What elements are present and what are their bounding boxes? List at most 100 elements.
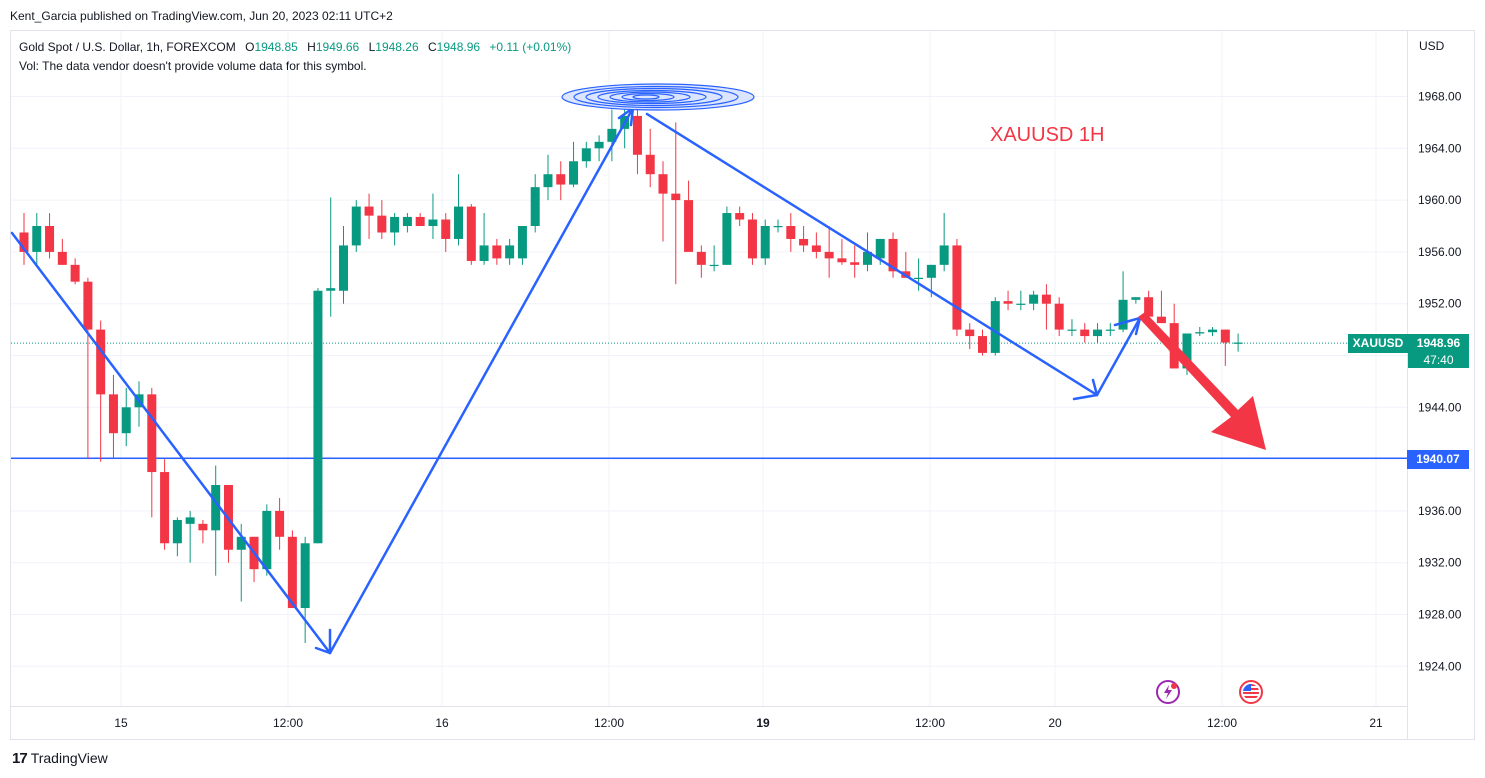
candle[interactable]	[1041, 284, 1051, 330]
candle[interactable]	[428, 193, 438, 239]
candle[interactable]	[1029, 290, 1039, 311]
candle[interactable]	[888, 232, 898, 278]
candle[interactable]	[594, 135, 604, 162]
candle[interactable]	[19, 213, 29, 265]
candle[interactable]	[45, 213, 55, 259]
candle[interactable]	[1105, 323, 1115, 337]
candle[interactable]	[1054, 297, 1064, 337]
time-axis[interactable]: 15 12:00 16 12:00 19 12:00 20 12:00 21	[114, 716, 1383, 730]
candle[interactable]	[1220, 329, 1230, 366]
candle[interactable]	[1156, 290, 1166, 324]
candle[interactable]	[108, 374, 118, 460]
candle[interactable]	[1003, 290, 1013, 311]
candle[interactable]	[735, 206, 745, 226]
candle[interactable]	[786, 213, 796, 252]
lightning-icon[interactable]	[1156, 680, 1180, 704]
candle[interactable]	[696, 245, 706, 278]
candle[interactable]	[287, 530, 297, 609]
candle[interactable]	[1131, 297, 1141, 304]
candle[interactable]	[96, 320, 106, 462]
candle[interactable]	[121, 387, 131, 447]
candle[interactable]	[70, 258, 80, 285]
candle[interactable]	[339, 226, 348, 304]
candle[interactable]	[569, 141, 579, 188]
candle[interactable]	[505, 238, 515, 265]
candle[interactable]	[211, 465, 221, 576]
symbol-legend[interactable]: Gold Spot / U.S. Dollar, 1h, FOREXCOM O1…	[19, 40, 571, 54]
candle[interactable]	[326, 197, 336, 317]
candle[interactable]	[1233, 333, 1243, 352]
candle[interactable]	[402, 213, 412, 233]
candle[interactable]	[1016, 290, 1026, 311]
candle[interactable]	[300, 536, 310, 643]
candle[interactable]	[57, 238, 67, 265]
candle[interactable]	[147, 387, 157, 518]
tradingview-logo[interactable]: 17 TradingView	[12, 750, 108, 767]
candle[interactable]	[415, 213, 425, 226]
candle[interactable]	[172, 517, 182, 557]
candle[interactable]	[939, 213, 949, 272]
candle[interactable]	[377, 200, 387, 239]
us-flag-icon[interactable]	[1239, 680, 1263, 704]
candle[interactable]	[837, 238, 847, 265]
candle[interactable]	[914, 258, 924, 291]
candle[interactable]	[990, 297, 1000, 356]
candle[interactable]	[709, 245, 719, 272]
candle[interactable]	[198, 519, 208, 544]
candle[interactable]	[722, 206, 732, 265]
candle[interactable]	[479, 213, 489, 265]
currency-label[interactable]: USD	[1419, 39, 1445, 53]
candle[interactable]	[671, 122, 681, 285]
candle[interactable]	[850, 245, 860, 278]
candle[interactable]	[364, 193, 374, 239]
candle[interactable]	[747, 213, 757, 265]
target-spiral[interactable]	[561, 83, 755, 111]
candle[interactable]	[262, 504, 272, 576]
candle[interactable]	[684, 180, 694, 252]
candle-body	[965, 329, 975, 337]
candle[interactable]	[799, 226, 809, 252]
candle[interactable]	[632, 109, 642, 175]
candle[interactable]	[1080, 323, 1090, 343]
candle[interactable]	[185, 510, 195, 563]
candle[interactable]	[517, 226, 527, 265]
candle[interactable]	[811, 232, 821, 259]
candle[interactable]	[581, 141, 591, 168]
candle[interactable]	[543, 154, 553, 201]
candle[interactable]	[1067, 319, 1077, 337]
candle[interactable]	[530, 174, 540, 233]
candle[interactable]	[249, 536, 259, 583]
chart-annotation[interactable]: XAUUSD 1H	[990, 124, 1105, 146]
candle[interactable]	[390, 213, 400, 246]
candle[interactable]	[773, 219, 783, 233]
candle[interactable]	[313, 288, 323, 544]
candle[interactable]	[824, 226, 834, 278]
candle[interactable]	[556, 161, 566, 201]
candle[interactable]	[760, 219, 770, 265]
candle[interactable]	[32, 213, 42, 265]
price-axis[interactable]: 1968.001964.001960.001956.001952.001948.…	[1418, 90, 1462, 674]
candle[interactable]	[492, 238, 502, 265]
candle[interactable]	[83, 277, 93, 460]
candle[interactable]	[607, 109, 617, 162]
candle[interactable]	[965, 323, 975, 350]
candle[interactable]	[160, 459, 170, 550]
candle[interactable]	[658, 161, 668, 242]
projection-arrow[interactable]	[1138, 312, 1266, 450]
trendline-down-1[interactable]	[10, 231, 332, 655]
trendline-down-2[interactable]	[645, 112, 1099, 397]
candle[interactable]	[441, 213, 451, 252]
candle[interactable]	[1195, 327, 1205, 337]
candle[interactable]	[645, 128, 655, 188]
candle[interactable]	[275, 497, 285, 550]
candle[interactable]	[454, 174, 464, 246]
candle[interactable]	[1208, 327, 1218, 337]
trendline-up-2[interactable]	[1095, 316, 1142, 397]
trendline-up-1[interactable]	[328, 106, 635, 655]
candle[interactable]	[466, 203, 476, 265]
candle[interactable]	[952, 238, 962, 337]
candle[interactable]	[351, 200, 361, 252]
drawing-trendlines[interactable]	[10, 106, 1142, 655]
candle[interactable]	[978, 329, 987, 356]
candle[interactable]	[1093, 323, 1103, 343]
